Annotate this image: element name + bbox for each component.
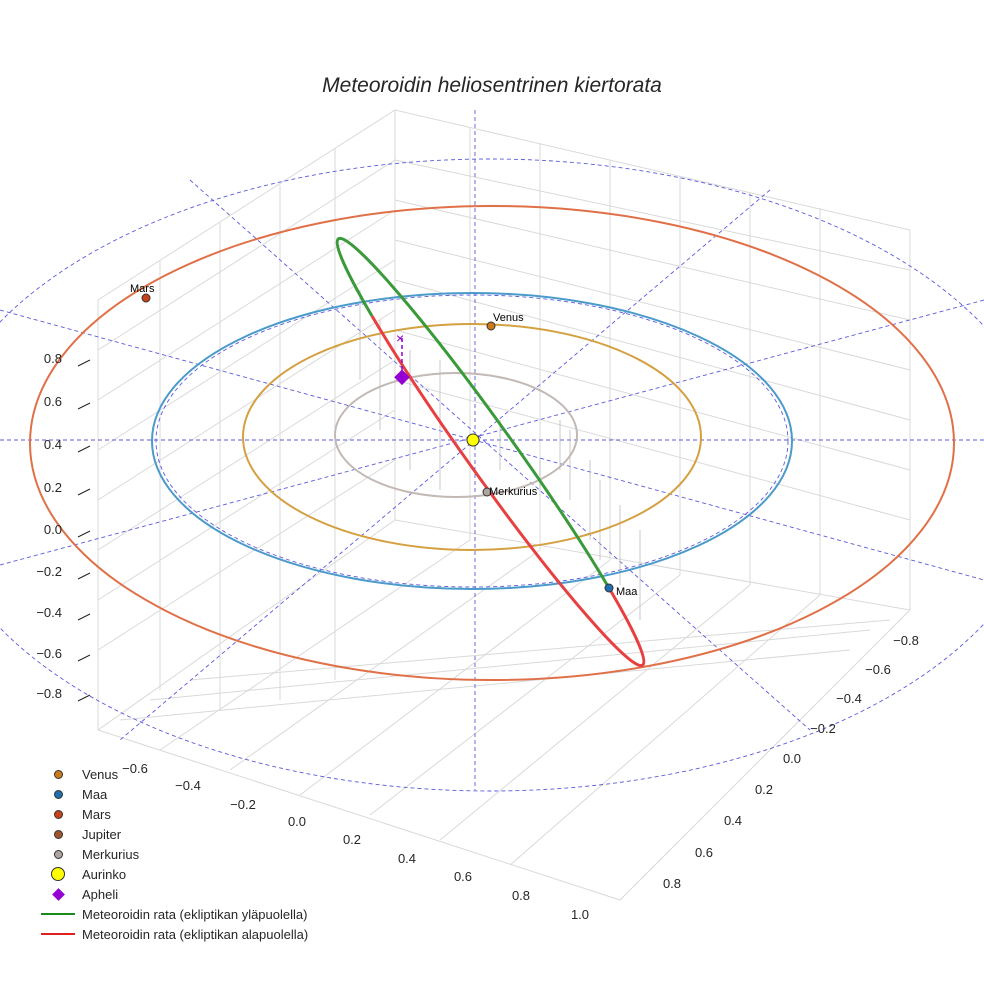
mars-label: Mars [130,283,155,295]
z-tick-label: 0.6 [44,394,62,409]
legend-diamond-icon [38,887,78,901]
legend-item: Maa [38,784,308,804]
orbit-venus [242,323,702,551]
x-tick-label: −0.2 [230,797,256,812]
y-tick-label: 0.0 [783,751,801,766]
merkurius-marker [482,487,492,497]
legend-item: Venus [38,764,308,784]
orbit-maa [151,292,793,590]
maa-marker [604,583,614,593]
sun-marker [466,433,480,447]
legend-item: Meteoroidin rata (ekliptikan yläpuolella… [38,904,308,924]
legend-item: Aurinko [38,864,308,884]
legend-label: Aurinko [82,866,127,882]
z-tick-mark [77,613,91,621]
y-tick-label: −0.2 [810,721,836,736]
legend-item: Jupiter [38,824,308,844]
z-tick-label: 0.0 [44,522,62,537]
x-tick-label: −0.6 [122,761,148,776]
maa-label: Maa [616,586,638,598]
meteoroid-orbit-below [370,315,646,668]
z-tick-mark [77,530,91,538]
orbit-mars [29,205,955,681]
axis-ticks: 0.80.60.40.20.0−0.2−0.4−0.6−0.8−0.6−0.4−… [36,351,919,922]
x-tick-label: 0.4 [398,851,416,866]
legend-circle-icon [38,809,78,819]
legend-item: Merkurius [38,844,308,864]
y-tick-label: −0.6 [865,662,891,677]
legend-label: Apheli [82,886,119,902]
legend-line-icon [38,933,78,935]
chart-title: Meteoroidin heliosentrinen kiertorata [322,74,662,97]
x-tick-label: −0.4 [175,778,201,793]
merkurius-label: Merkurius [489,486,538,498]
legend-label: Jupiter [82,826,122,842]
legend-circle-icon [38,789,78,799]
orbit-merkurius [334,372,578,498]
z-tick-label: −0.8 [36,686,62,701]
z-tick-label: −0.4 [36,605,62,620]
z-tick-label: 0.8 [44,351,62,366]
legend-label: Venus [82,766,119,782]
x-tick-label: 1.0 [571,907,589,922]
z-tick-mark [77,359,91,367]
y-tick-label: 0.8 [663,876,681,891]
legend-label: Meteoroidin rata (ekliptikan yläpuolella… [82,906,308,922]
z-tick-mark [77,694,91,702]
y-tick-label: −0.4 [836,691,862,706]
legend-line-icon [38,913,78,915]
x-tick-label: 0.8 [512,888,530,903]
legend-label: Maa [82,786,108,802]
x-tick-label: 0.2 [343,832,361,847]
legend-item: Mars [38,804,308,824]
legend-circle-icon [38,849,78,859]
legend-item: Apheli [38,884,308,904]
y-tick-label: 0.2 [755,782,773,797]
drop-lines [359,290,641,620]
z-tick-mark [77,445,91,453]
legend-label: Mars [82,806,111,822]
z-tick-mark [77,488,91,496]
y-tick-label: 0.6 [695,845,713,860]
y-tick-label: 0.4 [724,813,742,828]
x-tick-label: 0.0 [288,814,306,829]
z-tick-mark [77,654,91,662]
legend-label: Meteoroidin rata (ekliptikan alapuolella… [82,926,309,942]
legend-item: Meteoroidin rata (ekliptikan alapuolella… [38,924,308,944]
legend-circle-icon [38,769,78,779]
legend-label: Merkurius [82,846,140,862]
legend: Venus Maa Mars Jupiter Merkurius Aurinko Aphel… [38,764,308,944]
venus-label: Venus [493,312,524,324]
z-tick-label: −0.2 [36,564,62,579]
y-tick-label: −0.8 [893,633,919,648]
mars-marker [141,293,151,303]
z-tick-label: 0.2 [44,480,62,495]
meteoroid-orbit-above [335,236,611,589]
legend-circle-icon [38,867,78,881]
legend-circle-icon [38,829,78,839]
z-tick-mark [77,402,91,410]
apheli-projection-marker: × [396,330,404,346]
venus-marker [486,321,496,331]
z-tick-label: 0.4 [44,437,62,452]
z-tick-label: −0.6 [36,646,62,661]
z-tick-mark [77,572,91,580]
x-tick-label: 0.6 [454,869,472,884]
apheli-marker [394,369,410,386]
